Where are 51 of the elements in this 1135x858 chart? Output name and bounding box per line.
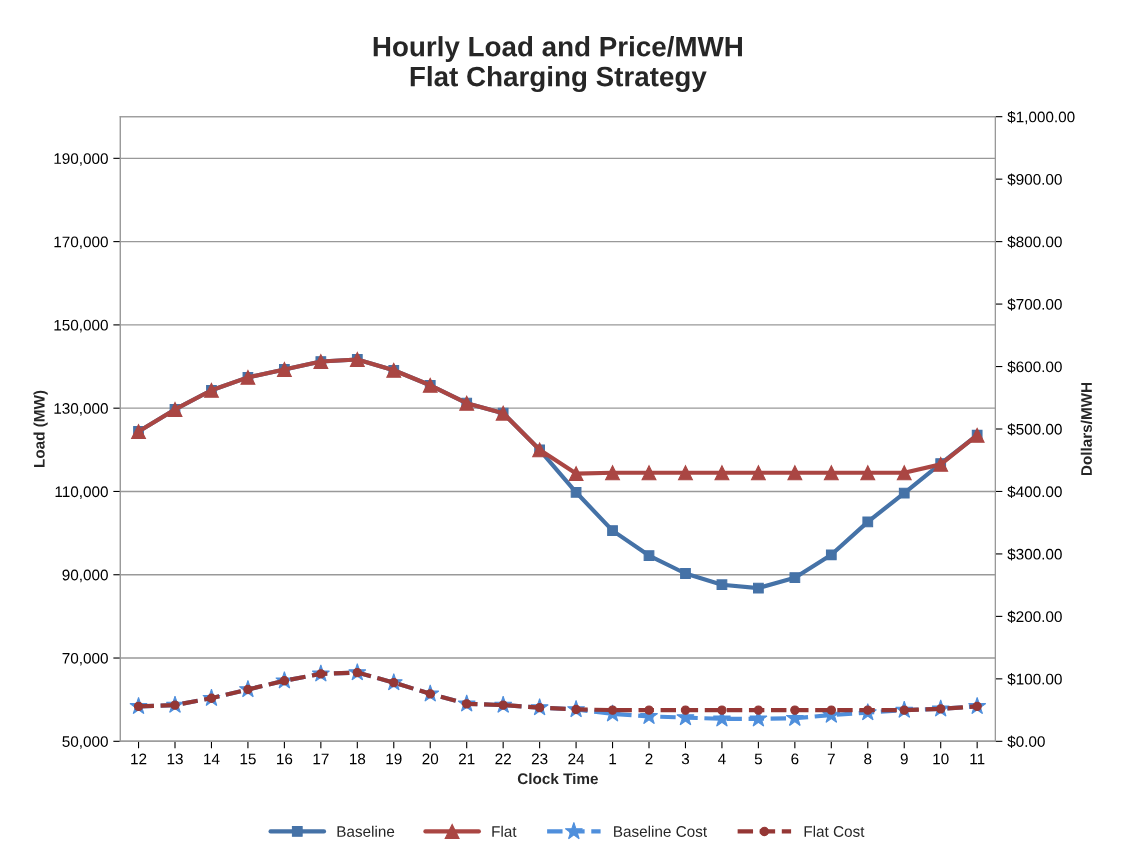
x-tick-label: 11 — [970, 753, 985, 765]
x-tick-label: 2 — [645, 753, 653, 765]
x-tick-label: 3 — [681, 753, 690, 765]
y2-tick-label: $300.00 — [1007, 548, 1062, 561]
x-tick-label: 21 — [458, 753, 475, 765]
x-tick-label: 13 — [167, 753, 183, 765]
y2-tick-label: $500.00 — [1007, 423, 1062, 436]
y-tick-label: 70,000 — [62, 652, 108, 666]
legend-label: Baseline — [337, 825, 395, 837]
y-tick-label: 190,000 — [54, 153, 108, 166]
x-tick-label: 18 — [349, 753, 366, 765]
chart-title: Hourly Load and Price/MWH Flat Charging Strategy — [373, 36, 742, 93]
x-axis-title: Clock Time — [517, 772, 598, 785]
y-axis-title: Load (MW) — [33, 390, 48, 468]
y2-tick-label: $900.00 — [1007, 173, 1062, 186]
x-tick-label: 10 — [933, 753, 949, 765]
x-tick-label: 12 — [131, 753, 147, 765]
x-tick-label: 9 — [900, 753, 908, 765]
legend-label: Flat Cost — [804, 825, 865, 837]
x-tick-label: 23 — [531, 753, 548, 765]
x-tick-label: 7 — [827, 753, 835, 765]
y-tick-label: 110,000 — [55, 486, 108, 499]
x-tick-label: 1 — [609, 753, 617, 765]
legend-label: Flat — [492, 825, 517, 837]
y-tick-label: 150,000 — [54, 319, 108, 333]
x-tick-label: 22 — [495, 753, 511, 765]
x-tick-label: 15 — [240, 753, 256, 765]
legend-label: Baseline Cost — [614, 825, 707, 837]
y-tick-label: 170,000 — [54, 236, 108, 250]
y2-tick-label: $100.00 — [1007, 673, 1062, 686]
y2-tick-label: $200.00 — [1007, 610, 1062, 623]
y2-axis-title: Dollars/MWH — [1080, 382, 1093, 476]
y-tick-label: 130,000 — [54, 403, 108, 416]
y2-tick-label: $400.00 — [1007, 485, 1062, 499]
x-tick-label: 16 — [277, 753, 293, 765]
y2-tick-label: $700.00 — [1007, 298, 1062, 311]
x-tick-label: 4 — [718, 753, 726, 765]
y2-tick-label: $0.00 — [1007, 735, 1045, 748]
y2-tick-label: $800.00 — [1007, 235, 1062, 249]
x-tick-label: 20 — [422, 753, 439, 765]
y-tick-label: 90,000 — [62, 569, 108, 583]
x-tick-label: 19 — [386, 753, 402, 765]
x-tick-label: 24 — [568, 753, 585, 765]
y2-tick-label: $1,000.00 — [1007, 110, 1075, 125]
x-tick-label: 5 — [754, 753, 762, 765]
x-tick-label: 17 — [313, 753, 329, 765]
y-tick-label: 50,000 — [62, 736, 108, 749]
x-tick-label: 14 — [204, 753, 220, 765]
y2-tick-label: $600.00 — [1007, 360, 1062, 374]
x-tick-label: 8 — [864, 753, 872, 765]
x-tick-label: 6 — [791, 753, 799, 765]
